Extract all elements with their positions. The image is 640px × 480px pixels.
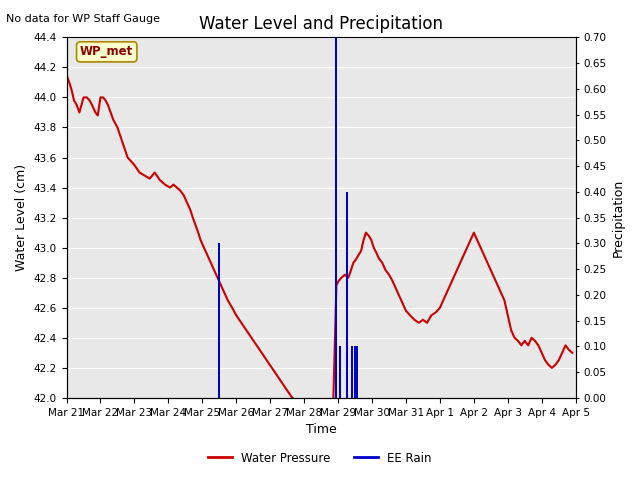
X-axis label: Time: Time xyxy=(306,423,337,436)
Bar xyxy=(339,347,340,398)
Legend: Water Pressure, EE Rain: Water Pressure, EE Rain xyxy=(204,447,436,469)
Bar xyxy=(354,347,356,398)
Y-axis label: Water Level (cm): Water Level (cm) xyxy=(15,164,28,271)
Bar xyxy=(346,192,348,398)
Bar xyxy=(356,347,358,398)
Text: WP_met: WP_met xyxy=(80,46,133,59)
Text: No data for WP Staff Gauge: No data for WP Staff Gauge xyxy=(6,14,161,24)
Y-axis label: Precipitation: Precipitation xyxy=(612,179,625,257)
Bar xyxy=(335,37,337,398)
Bar xyxy=(351,347,353,398)
Bar xyxy=(218,243,220,398)
Title: Water Level and Precipitation: Water Level and Precipitation xyxy=(199,15,443,33)
